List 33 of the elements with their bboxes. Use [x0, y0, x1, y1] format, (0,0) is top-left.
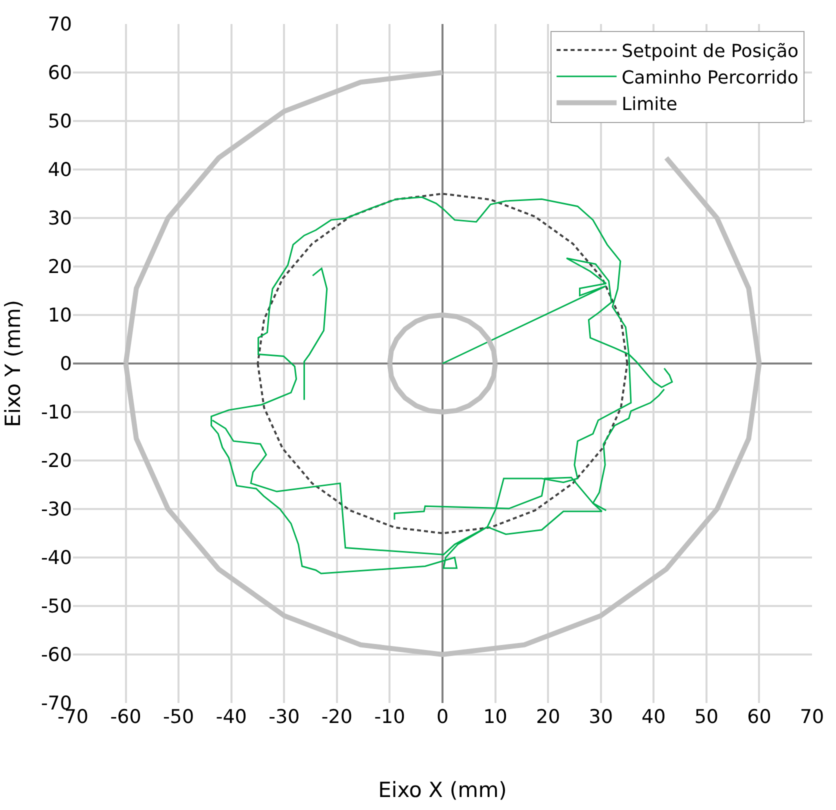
x-axis-title: Eixo X (mm)	[378, 778, 507, 802]
x-tick-label: 50	[694, 706, 719, 728]
x-tick-label: -10	[374, 706, 406, 728]
x-tick-label: -50	[163, 706, 194, 728]
x-tick-label: 60	[747, 706, 772, 728]
y-tick-label: 70	[48, 14, 72, 36]
y-tick-label: 20	[48, 256, 72, 278]
x-tick-label: -20	[321, 706, 352, 728]
y-axis-title: Eixo Y (mm)	[1, 300, 26, 428]
y-tick-label: 60	[48, 62, 72, 84]
y-tick-label: 0	[60, 353, 72, 376]
y-tick-label: -50	[40, 596, 72, 618]
y-tick-label: 40	[48, 159, 72, 182]
y-tick-label: -40	[40, 547, 72, 570]
x-tick-label: 70	[800, 706, 824, 728]
y-tick-label: -60	[40, 644, 72, 666]
x-tick-label: -60	[110, 706, 142, 728]
x-tick-label: -40	[216, 706, 247, 728]
x-tick-label: -30	[268, 706, 300, 728]
x-tick-label: 30	[588, 706, 613, 728]
legend-label: Setpoint de Posição	[622, 41, 799, 62]
y-tick-label: 50	[48, 110, 72, 133]
x-tick-label: 10	[483, 706, 508, 728]
y-tick-label: -10	[40, 402, 72, 424]
x-tick-label: 20	[536, 706, 560, 728]
y-tick-label: -30	[40, 498, 72, 521]
x-tick-label: 40	[642, 706, 666, 728]
y-tick-label: 10	[48, 304, 72, 327]
x-tick-label: 0	[436, 706, 449, 728]
y-tick-label: 30	[48, 208, 72, 230]
y-tick-label: -20	[40, 450, 72, 472]
legend-label: Caminho Percorrido	[622, 67, 798, 88]
legend-label: Limite	[622, 94, 678, 115]
